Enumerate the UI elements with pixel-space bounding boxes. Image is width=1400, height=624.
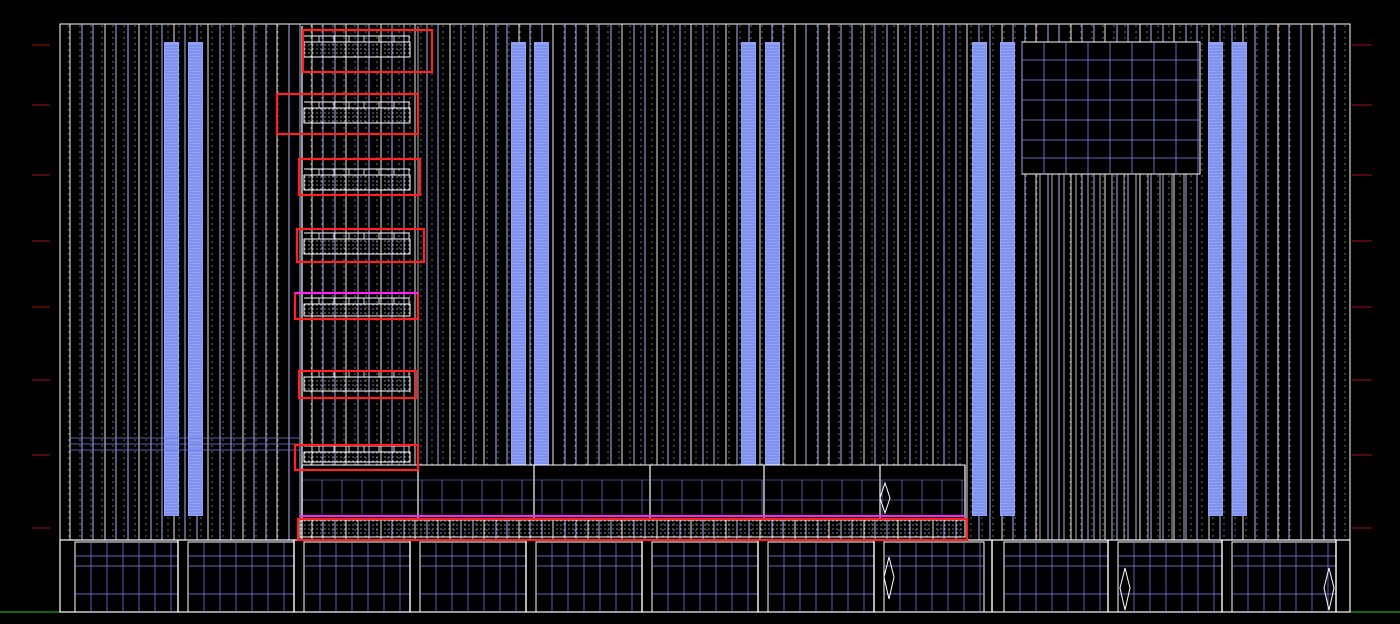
podium-mid-box [301,464,966,521]
balcony-slab [303,107,411,124]
shopfront-bay [303,541,411,613]
podium-canopy [299,515,966,538]
podium-mid-level [301,464,966,521]
highlight-box [293,443,420,472]
shopfront-bay [1117,541,1223,613]
balcony-stack [301,26,419,540]
highlight-box [301,28,434,74]
glazing-strip [972,42,987,516]
review-markups [275,28,969,542]
glazing-strip [534,42,549,465]
facade-lower-band [70,437,300,451]
balcony [303,168,411,191]
glazing-strip [1208,42,1223,516]
shopfront-bay [883,541,985,613]
glazing-strip [741,42,756,465]
highlight-box [296,517,969,542]
shopfront-bay [535,541,643,613]
highlight-box [297,157,422,197]
balcony [303,232,411,255]
glazing-strip [164,42,179,516]
balcony-slab [303,303,411,317]
balcony-slab [303,174,411,191]
door-symbol [1119,567,1131,611]
glazing-strip [188,42,203,516]
shopfront-bay [1003,541,1109,613]
glazing-strip [1232,42,1247,516]
level-markers-right [1352,44,1372,529]
balcony-slab [303,41,411,58]
balcony-slab [303,376,411,392]
door-symbol [883,556,895,600]
glazing-strips [164,42,1247,516]
highlight-box [275,92,420,136]
balcony-slab [303,238,411,255]
shopfront-bay [1231,541,1337,613]
door-symbol [879,481,891,515]
highlight-box [297,369,418,400]
curtain-wall-box [1021,41,1201,175]
highlight-box [295,227,426,264]
balcony [303,101,411,124]
glazing-strip [765,42,780,465]
balcony-slab [303,451,411,463]
ground-floor-outline [59,539,1351,613]
glazing-strip [1000,42,1015,516]
upper-facade [59,23,1351,541]
shopfront-bay [651,541,759,613]
door-symbol [1323,567,1335,611]
balcony [303,297,411,317]
ground-floor [59,539,1351,613]
canopy-slab [299,518,966,538]
upper-right-curtain-wall [1021,41,1201,540]
level-markers-left [32,44,50,529]
glazing-strip [511,42,526,465]
shopfront-bay [419,541,527,613]
